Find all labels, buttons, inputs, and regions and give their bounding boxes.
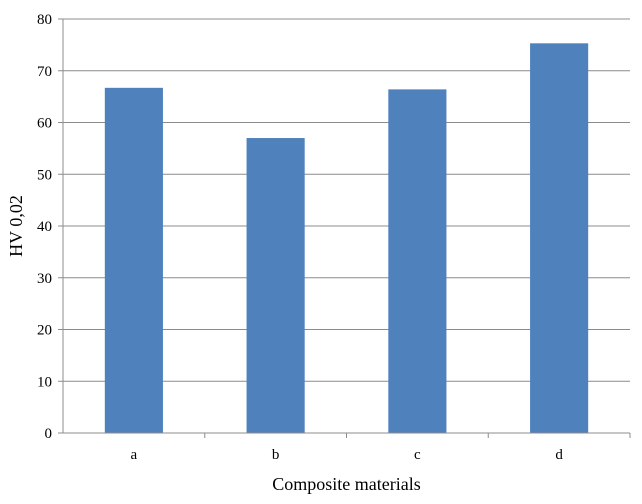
x-axis-title: Composite materials	[272, 474, 420, 494]
bar-a	[104, 87, 163, 433]
y-tick-label: 20	[37, 323, 52, 339]
axes	[58, 18, 631, 438]
y-tick-label: 80	[37, 12, 52, 28]
bar-d	[530, 43, 589, 433]
tick-labels: 0 10 20 30 40 50 60 70 80 a b c d	[37, 12, 563, 463]
y-tick-label: 60	[37, 116, 52, 132]
y-tick-label: 10	[37, 374, 52, 390]
bar-c	[388, 89, 447, 433]
x-tick-label: a	[131, 447, 138, 463]
x-tick-label: b	[272, 447, 280, 463]
bar-b	[246, 138, 305, 433]
x-tick-label: c	[414, 447, 421, 463]
y-tick-label: 0	[45, 426, 53, 442]
y-tick-label: 30	[37, 271, 52, 287]
x-tick-label: d	[555, 447, 563, 463]
y-tick-label: 70	[37, 64, 52, 80]
bars	[104, 43, 589, 433]
y-tick-label: 50	[37, 167, 52, 183]
y-axis-title: HV 0,02	[6, 195, 26, 257]
y-tick-label: 40	[37, 219, 52, 235]
